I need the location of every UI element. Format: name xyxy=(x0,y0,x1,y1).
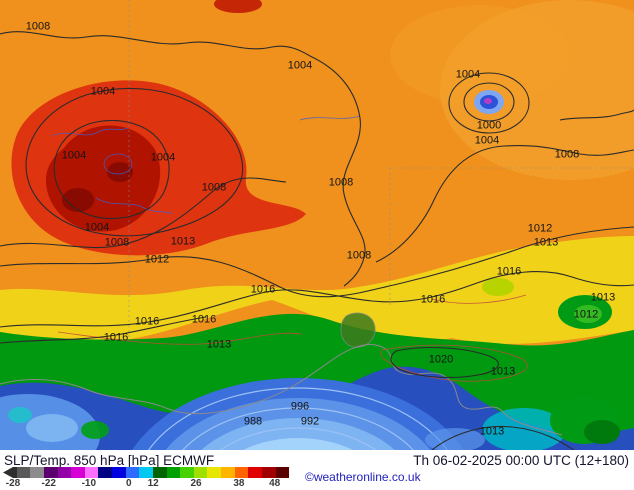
legend-color-cell xyxy=(71,467,85,478)
legend-tick: 26 xyxy=(190,478,202,489)
legend-color-cell xyxy=(139,467,153,478)
state-borders xyxy=(128,0,634,338)
legend-color-cell xyxy=(166,467,181,478)
legend-tick: 38 xyxy=(233,478,245,489)
legend-color-cell xyxy=(3,467,17,478)
legend-color-cell xyxy=(125,467,140,478)
legend-color-cell xyxy=(234,467,249,478)
legend-tick: -22 xyxy=(41,478,56,489)
isobar-contours xyxy=(0,31,634,450)
legend-color-cell xyxy=(207,467,221,478)
legend-tick-row: -28 -22 -10 0 12 26 38 48 xyxy=(3,479,289,489)
temp-contours-blue xyxy=(51,115,361,215)
legend-color-cell xyxy=(98,467,112,478)
legend-color-cell xyxy=(248,467,262,478)
coastline xyxy=(0,344,563,436)
legend-color-cell xyxy=(57,467,72,478)
product-label: SLP/Temp. 850 hPa [hPa] ECMWF xyxy=(4,453,215,468)
legend-tick: 0 xyxy=(126,478,132,489)
weather-map xyxy=(0,0,634,450)
legend-tick: 12 xyxy=(147,478,159,489)
legend-color-cell xyxy=(261,467,276,478)
legend-color-cell xyxy=(275,467,289,478)
legend-tick: 48 xyxy=(269,478,281,489)
legend-colorbar xyxy=(3,467,289,478)
cool-pockets xyxy=(340,90,612,348)
legend-tick: -28 xyxy=(5,478,21,489)
legend-color-cell xyxy=(43,467,58,478)
legend-color-cell xyxy=(16,467,31,478)
legend-color-cell xyxy=(152,467,167,478)
legend-color-cell xyxy=(84,467,99,478)
legend-color-cell xyxy=(30,467,44,478)
legend-tick: -10 xyxy=(81,478,97,489)
temperature-legend: -28 -22 -10 0 12 26 38 48 xyxy=(3,467,289,489)
map-area: 1008 1004 1004 1004 1000 1004 1008 1004 1004 1008… xyxy=(0,0,634,450)
legend-color-cell xyxy=(180,467,194,478)
datetime-label: Th 06-02-2025 00:00 UTC (12+180) xyxy=(413,453,629,468)
legend-color-cell xyxy=(221,467,235,478)
legend-color-cell xyxy=(193,467,208,478)
footer-bar: SLP/Temp. 850 hPa [hPa] ECMWF Th 06-02-2… xyxy=(0,450,634,490)
hot-core-region xyxy=(11,0,307,256)
copyright-label: ©weatheronline.co.uk xyxy=(305,470,421,484)
legend-color-cell xyxy=(112,467,126,478)
